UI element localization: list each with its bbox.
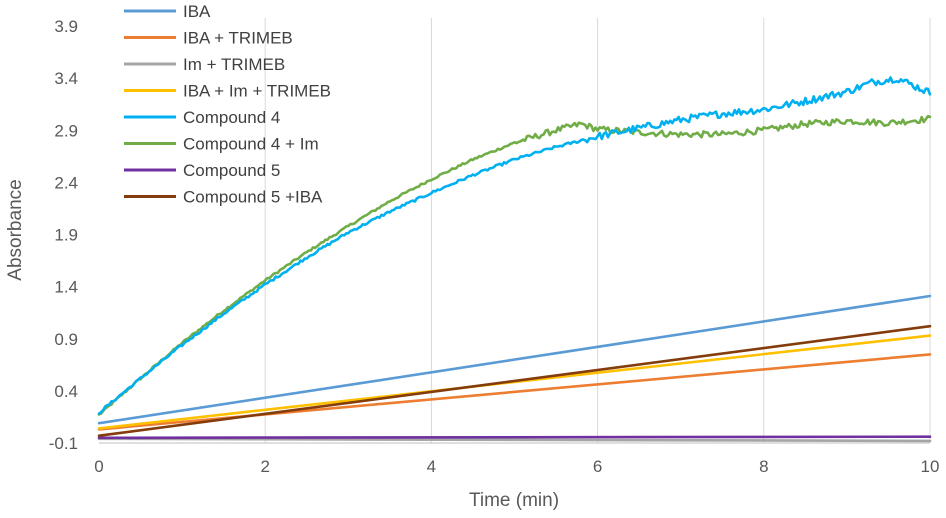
legend-label: IBA + TRIMEB <box>183 29 293 48</box>
y-tick-label: 3.9 <box>54 17 78 36</box>
y-tick-label: 1.4 <box>54 278 78 297</box>
series-line-compound-5-iba <box>97 324 932 438</box>
y-tick-label: 2.9 <box>54 121 78 140</box>
legend-label: Compound 4 <box>183 108 280 127</box>
x-axis-title: Time (min) <box>469 490 559 511</box>
series-lines <box>97 76 932 443</box>
x-tick-label: 10 <box>921 457 940 476</box>
legend: IBA IBA + TRIMEB Im + TRIMEB IBA + Im + TRI… <box>124 2 331 207</box>
legend-label: Compound 4 + Im <box>183 135 319 154</box>
series-line-compound-4 <box>97 76 932 415</box>
y-tick-label: -0.1 <box>49 434 78 453</box>
y-tick-label: 1.9 <box>54 226 78 245</box>
x-tick-label: 4 <box>427 457 436 476</box>
legend-label: Compound 5 <box>183 161 280 180</box>
x-tick-label: 6 <box>593 457 602 476</box>
legend-label: Im + TRIMEB <box>183 55 285 74</box>
y-tick-label: 0.4 <box>54 382 78 401</box>
y-tick-label: 3.4 <box>54 69 78 88</box>
gridlines <box>99 18 931 444</box>
tick-labels: 0 2 4 6 8 10 -0.1 0.4 0.9 1.4 1.9 2.4 2.9 3.4 3.9 <box>49 17 940 476</box>
legend-label: IBA <box>183 2 211 21</box>
x-tick-label: 8 <box>759 457 768 476</box>
series-line-compound-4-im <box>97 115 932 416</box>
x-tick-label: 0 <box>94 457 103 476</box>
series-line-iba <box>97 294 932 425</box>
legend-label: Compound 5 +IBA <box>183 188 323 207</box>
y-tick-label: 2.4 <box>54 173 78 192</box>
series-line-im-trimeb <box>97 437 932 443</box>
y-axis-title: Absorbance <box>5 179 26 280</box>
x-tick-label: 2 <box>260 457 269 476</box>
legend-label: IBA + Im + TRIMEB <box>183 82 331 101</box>
series-line-compound-5 <box>97 435 932 440</box>
y-tick-label: 0.9 <box>54 330 78 349</box>
